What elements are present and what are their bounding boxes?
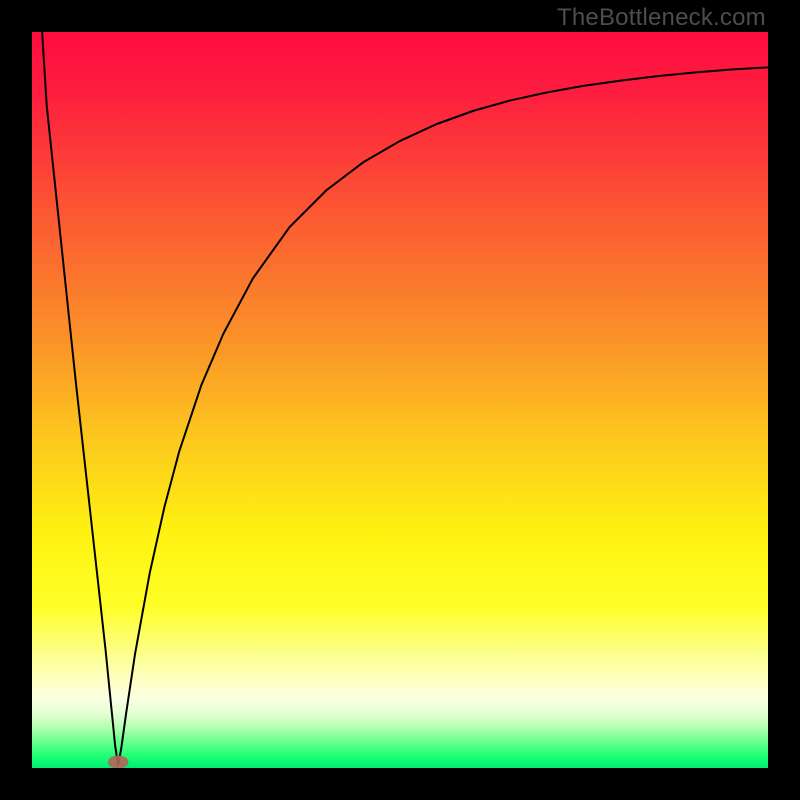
chart-stage: TheBottleneck.com <box>0 0 800 800</box>
chart-svg <box>0 0 800 800</box>
minimum-marker <box>108 755 129 768</box>
plot-gradient-area <box>32 32 768 768</box>
